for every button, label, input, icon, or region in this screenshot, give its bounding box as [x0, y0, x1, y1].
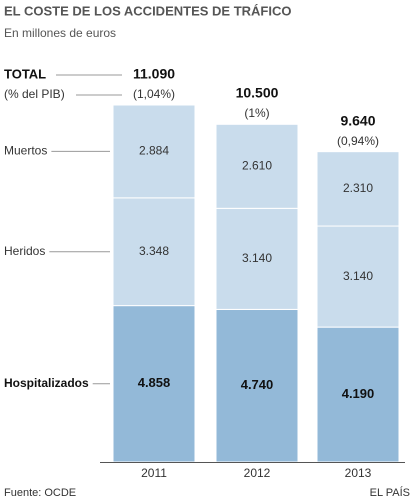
bar-segment [112, 104, 196, 199]
chart-title: EL COSTE DE LOS ACCIDENTES DE TRÁFICO [4, 3, 291, 18]
bar-segment [112, 305, 196, 463]
bar-segment [316, 151, 400, 227]
pib-value: (1%) [244, 106, 269, 120]
x-tick-label: 2012 [244, 466, 271, 480]
pib-label: (% del PIB) [4, 87, 65, 101]
value-label: 4.740 [241, 377, 274, 392]
value-label: 2.610 [242, 158, 272, 172]
total-value: 9.640 [340, 112, 375, 128]
value-label: 4.858 [138, 375, 171, 390]
value-label: 3.348 [139, 244, 169, 258]
x-tick-label: 2013 [345, 466, 372, 480]
pib-value: (1,04%) [133, 87, 175, 101]
total-label: TOTAL [4, 66, 46, 81]
chart-subtitle: En millones de euros [4, 26, 116, 40]
value-label: 4.190 [342, 386, 375, 401]
value-label: 3.140 [242, 251, 272, 265]
legend-label: Hospitalizados [4, 376, 89, 390]
legend-label: Heridos [4, 244, 45, 258]
pib-value: (0,94%) [337, 134, 379, 148]
credit: EL PAÍS [370, 486, 410, 499]
x-tick-label: 2011 [141, 466, 167, 480]
bar-segment [316, 225, 400, 328]
bar-segment [316, 326, 400, 463]
value-label: 2.884 [139, 144, 169, 158]
total-value: 10.500 [236, 85, 279, 101]
value-label: 3.140 [343, 269, 373, 283]
legend-label: Muertos [4, 144, 47, 158]
value-label: 2.310 [343, 181, 373, 195]
source: Fuente: OCDE [4, 487, 76, 499]
bar-segment [215, 123, 299, 209]
total-value: 11.090 [133, 66, 175, 82]
